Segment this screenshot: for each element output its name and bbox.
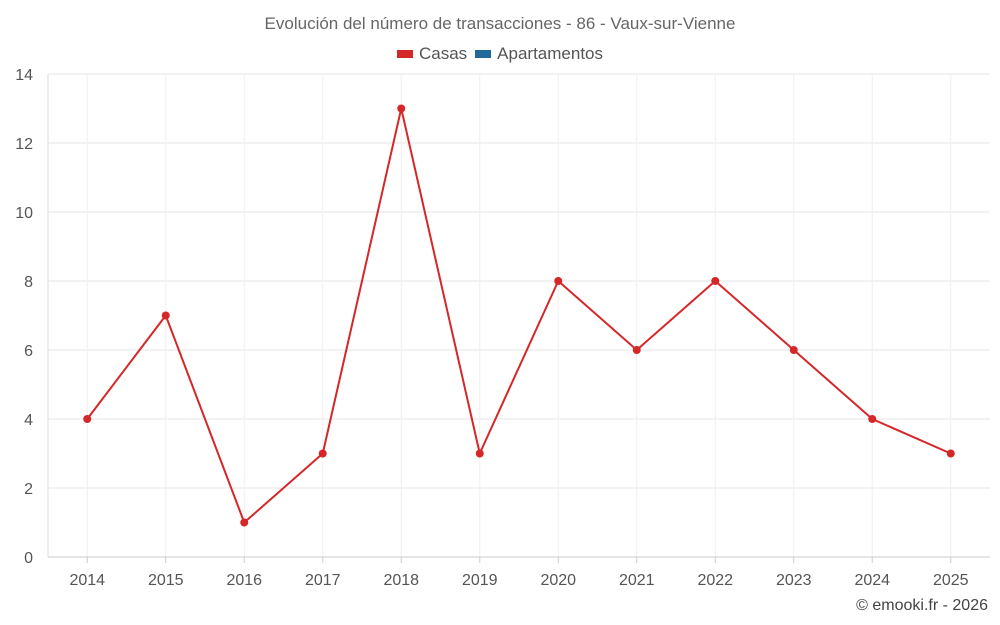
x-tick-label: 2023 [776,572,812,589]
data-point-casas-2022[interactable] [711,277,720,285]
x-tick-label: 2025 [933,572,969,589]
x-tick-label: 2020 [540,572,576,589]
data-point-casas-2019[interactable] [475,449,484,458]
legend-label-casas: Casas [418,44,468,63]
x-tick-label: 2016 [226,572,262,589]
data-point-casas-2015[interactable] [161,311,170,320]
data-point-casas-2023[interactable] [789,346,798,354]
legend-swatch-casas [396,50,413,58]
chart-grid [48,73,990,558]
legend-item-casas[interactable]: Casas [396,44,468,64]
credit-text: © emooki.fr - 2026 [856,597,988,614]
legend-label-apartamentos: Apartamentos [497,44,604,63]
y-tick-label: 2 [24,481,33,498]
data-point-casas-2025[interactable] [946,449,955,458]
chart-title: Evolución del número de transacciones - … [264,14,736,33]
series-line-casas [86,107,952,524]
data-point-casas-2018[interactable] [397,104,406,113]
data-point-casas-2021[interactable] [632,346,641,354]
y-tick-label: 4 [24,412,33,429]
y-tick-label: 10 [15,205,33,222]
x-tick-label: 2022 [697,572,733,589]
x-tick-label: 2024 [854,572,890,589]
y-tick-label: 0 [24,550,33,567]
data-point-casas-2016[interactable] [240,518,249,527]
x-tick-label: 2017 [305,572,341,589]
y-tick-label: 12 [15,136,33,153]
x-tick-label: 2015 [148,572,184,589]
y-tick-label: 8 [24,274,33,291]
x-tick-label: 2021 [619,572,655,589]
legend-swatch-apartamentos [475,50,492,58]
x-tick-label: 2018 [383,572,419,589]
data-point-casas-2024[interactable] [868,415,877,423]
y-tick-label: 14 [15,67,33,84]
y-tick-label: 6 [24,343,33,360]
data-point-casas-2017[interactable] [318,449,327,458]
chart-legend: Casas Apartamentos [0,44,1000,64]
data-point-casas-2014[interactable] [83,415,92,423]
x-tick-label: 2014 [69,572,105,589]
y-axis: 0 2 4 6 8 10 12 14 [15,67,49,567]
series-casas [83,104,955,527]
x-tick-label: 2019 [462,572,498,589]
data-point-casas-2020[interactable] [554,277,563,285]
legend-item-apartamentos[interactable]: Apartamentos [475,44,603,64]
x-axis: 2014 2015 2016 2017 2018 2019 2020 2021 2022 2023… [48,556,990,589]
